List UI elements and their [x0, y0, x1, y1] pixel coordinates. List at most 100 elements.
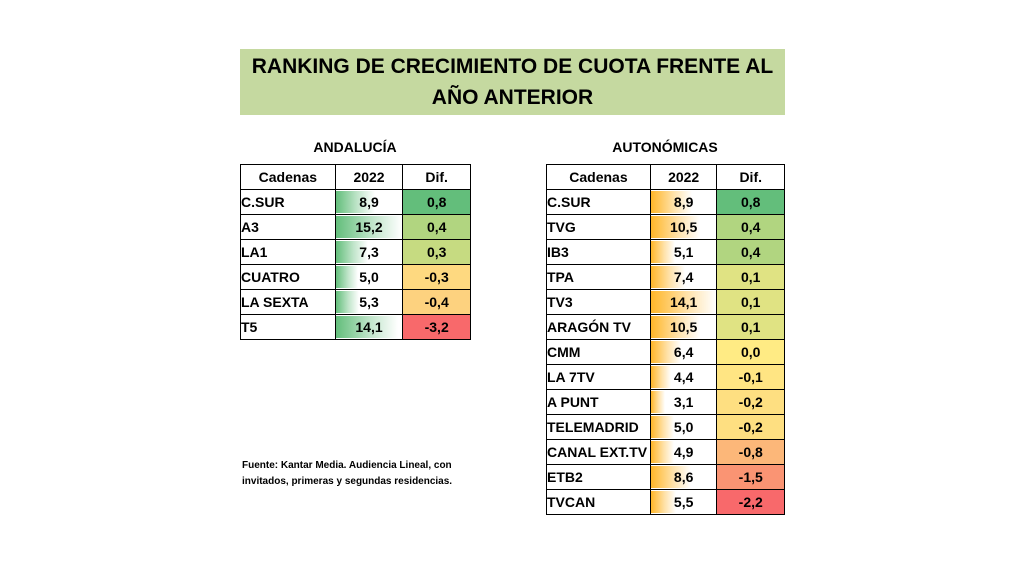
share-2022-cell: 4,4	[649, 364, 718, 390]
share-2022-cell: 10,5	[649, 214, 718, 240]
share-2022-cell: 5,1	[649, 239, 718, 265]
share-2022-value: 3,1	[673, 394, 694, 410]
dif-cell: -0,4	[402, 289, 471, 315]
share-2022-cell: 6,4	[649, 339, 718, 365]
share-2022-value: 5,1	[673, 244, 694, 260]
dif-cell: 0,8	[716, 189, 785, 215]
share-2022-value: 14,1	[355, 319, 383, 335]
share-2022-cell: 14,1	[649, 289, 718, 315]
share-databar	[650, 216, 700, 238]
channel-name: CMM	[546, 339, 651, 365]
dif-cell: -0,2	[716, 414, 785, 440]
share-2022-cell: 5,0	[334, 264, 404, 290]
channel-name: ARAGÓN TV	[546, 314, 651, 340]
share-2022-cell: 3,1	[649, 389, 718, 415]
share-databar	[650, 291, 717, 313]
dif-cell: 0,0	[716, 339, 785, 365]
dif-cell: -1,5	[716, 464, 785, 490]
share-2022-value: 7,3	[359, 244, 379, 260]
share-2022-cell: 5,3	[334, 289, 404, 315]
channel-name: LA 7TV	[546, 364, 651, 390]
dif-cell: -2,2	[716, 489, 785, 515]
col-header-2022: 2022	[334, 164, 404, 190]
table-row: TELEMADRID 5,0 -0,2	[546, 414, 785, 440]
share-databar	[650, 341, 681, 363]
col-header-dif: Dif.	[716, 164, 785, 190]
share-2022-value: 15,2	[355, 219, 383, 235]
share-2022-value: 6,4	[673, 344, 694, 360]
share-databar	[335, 216, 403, 238]
share-databar	[650, 316, 700, 338]
dif-cell: 0,4	[716, 214, 785, 240]
main-title: RANKING DE CRECIMIENTO DE CUOTA FRENTE A…	[240, 49, 785, 115]
share-2022-cell: 4,9	[649, 439, 718, 465]
dif-cell: -0,3	[402, 264, 471, 290]
andalucia-heading: ANDALUCÍA	[313, 139, 397, 155]
channel-name: CANAL EXT.TV	[546, 439, 651, 465]
table-row: CUATRO 5,0 -0,3	[240, 264, 471, 290]
share-databar	[650, 366, 672, 388]
dif-cell: -0,2	[716, 389, 785, 415]
table-row: LA SEXTA 5,3 -0,4	[240, 289, 471, 315]
channel-name: A3	[240, 214, 336, 240]
channel-name: LA SEXTA	[240, 289, 336, 315]
share-databar	[650, 441, 674, 463]
share-2022-value: 5,0	[359, 269, 379, 285]
dif-cell: -3,2	[402, 314, 471, 340]
share-2022-value: 10,5	[670, 319, 698, 335]
main-title-line2: AÑO ANTERIOR	[431, 86, 594, 109]
table-row: IB3 5,1 0,4	[546, 239, 785, 265]
share-2022-cell: 7,3	[334, 239, 404, 265]
channel-name: IB3	[546, 239, 651, 265]
table-row: TVG 10,5 0,4	[546, 214, 785, 240]
table-row: CMM 6,4 0,0	[546, 339, 785, 365]
channel-name: TV3	[546, 289, 651, 315]
dif-cell: 0,4	[716, 239, 785, 265]
channel-name: ETB2	[546, 464, 651, 490]
share-2022-value: 8,6	[673, 469, 694, 485]
table-row: ARAGÓN TV 10,5 0,1	[546, 314, 785, 340]
dif-cell: -0,1	[716, 364, 785, 390]
share-databar	[650, 191, 693, 213]
table-row: C.SUR 8,9 0,8	[240, 189, 471, 215]
share-2022-value: 5,3	[359, 294, 379, 310]
col-header-cadenas: Cadenas	[546, 164, 651, 190]
table-row: ETB2 8,6 -1,5	[546, 464, 785, 490]
channel-name: TPA	[546, 264, 651, 290]
share-databar	[650, 491, 677, 513]
share-databar	[335, 266, 358, 288]
table-row: A3 15,2 0,4	[240, 214, 471, 240]
share-databar	[650, 266, 686, 288]
channel-name: TVG	[546, 214, 651, 240]
andalucia-table: Cadenas 2022 Dif. C.SUR 8,9 0,8 A3 15,2 0,4 LA…	[240, 164, 471, 340]
table-row: LA 7TV 4,4 -0,1	[546, 364, 785, 390]
share-2022-cell: 10,5	[649, 314, 718, 340]
header-row: Cadenas 2022 Dif.	[240, 164, 471, 190]
share-databar	[335, 291, 359, 313]
channel-name: A PUNT	[546, 389, 651, 415]
channel-name: T5	[240, 314, 336, 340]
autonomicas-table: Cadenas 2022 Dif. C.SUR 8,9 0,8 TVG 10,5 0,4 I…	[546, 164, 785, 515]
autonomicas-heading: AUTONÓMICAS	[612, 139, 718, 155]
share-databar	[650, 416, 675, 438]
channel-name: CUATRO	[240, 264, 336, 290]
share-databar	[335, 191, 375, 213]
channel-name: C.SUR	[546, 189, 651, 215]
dif-cell: 0,3	[402, 239, 471, 265]
dif-cell: 0,1	[716, 264, 785, 290]
col-header-dif: Dif.	[402, 164, 471, 190]
share-2022-value: 5,5	[673, 494, 694, 510]
main-title-line1: RANKING DE CRECIMIENTO DE CUOTA FRENTE A…	[251, 55, 774, 78]
share-2022-value: 10,5	[670, 219, 698, 235]
share-databar	[650, 241, 675, 263]
share-databar	[335, 316, 398, 338]
table-row: TPA 7,4 0,1	[546, 264, 785, 290]
share-2022-value: 4,9	[673, 444, 694, 460]
share-2022-cell: 8,9	[334, 189, 404, 215]
share-2022-cell: 15,2	[334, 214, 404, 240]
share-2022-value: 7,4	[673, 269, 694, 285]
dif-cell: 0,1	[716, 314, 785, 340]
share-2022-value: 14,1	[670, 294, 698, 310]
table-row: T5 14,1 -3,2	[240, 314, 471, 340]
share-2022-cell: 5,5	[649, 489, 718, 515]
